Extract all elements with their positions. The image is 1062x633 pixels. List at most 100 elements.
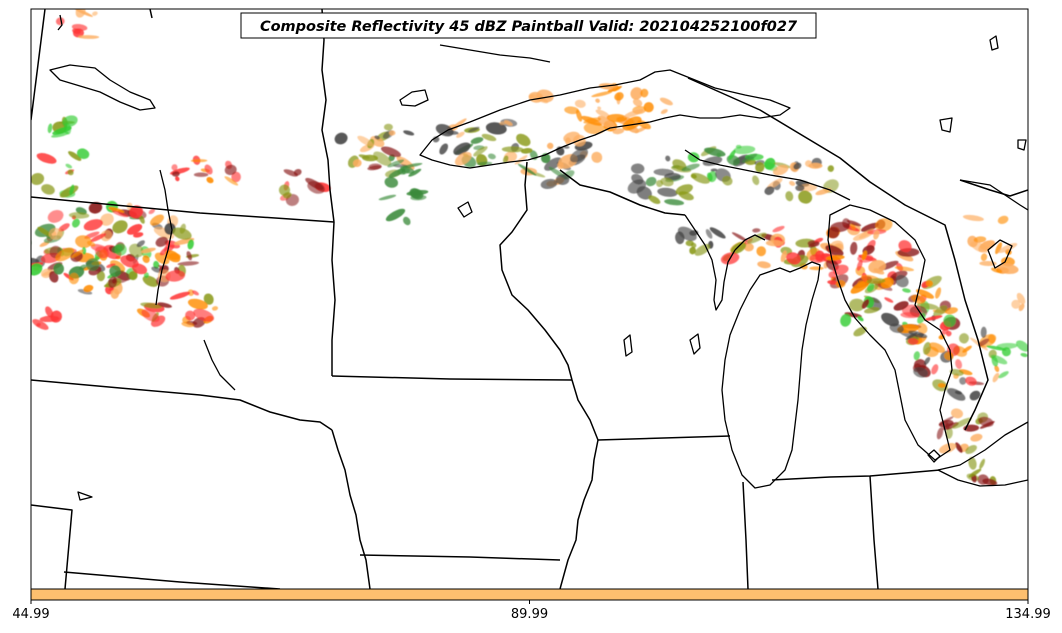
reflectivity-blob	[514, 155, 528, 165]
reflectivity-blob	[793, 162, 802, 170]
reflectivity-blob	[660, 177, 674, 187]
reflectivity-blob	[690, 172, 710, 184]
reflectivity-blob	[388, 168, 406, 178]
reflectivity-blob	[51, 131, 69, 138]
reflectivity-blob	[853, 326, 867, 337]
colorbar-tick-label-max: 134.99	[1005, 607, 1051, 622]
reflectivity-blob	[789, 180, 796, 186]
reflectivity-blob	[979, 421, 995, 429]
reflectivity-blob	[468, 126, 480, 133]
reflectivity-blob	[786, 252, 801, 265]
reflectivity-blob	[690, 242, 697, 248]
reflectivity-blob	[77, 289, 93, 295]
reflectivity-blob	[664, 199, 685, 206]
reflectivity-blob	[128, 271, 138, 281]
reflectivity-blob	[206, 176, 214, 184]
border-wi-il	[597, 435, 731, 441]
reflectivity-blob	[368, 163, 382, 170]
reflectivity-blob	[58, 223, 70, 232]
reflectivity-blob	[850, 241, 858, 255]
lake-huron	[827, 204, 953, 461]
reflectivity-blob	[815, 188, 832, 196]
reflectivity-blob	[52, 126, 72, 135]
reflectivity-blob	[403, 216, 411, 226]
reflectivity-blob	[86, 240, 96, 247]
reflectivity-blob	[968, 456, 977, 470]
reflectivity-blob	[204, 164, 213, 175]
reflectivity-blob	[1016, 292, 1026, 305]
reflectivity-blob	[630, 87, 643, 100]
lake-superior	[419, 69, 791, 169]
reflectivity-blob	[597, 115, 616, 130]
reflectivity-blob	[970, 433, 983, 442]
reflectivity-blob	[864, 307, 880, 314]
reflectivity-blob	[917, 322, 928, 334]
reflectivity-blob	[942, 422, 959, 431]
reflectivity-blob	[681, 163, 700, 172]
reflectivity-blob	[856, 259, 863, 271]
reflectivity-blob	[952, 417, 972, 429]
reflectivity-blob	[374, 135, 380, 140]
reflectivity-blob	[1001, 347, 1011, 357]
reflectivity-blob	[894, 266, 915, 272]
reflectivity-blob	[915, 336, 927, 345]
reflectivity-blob	[689, 246, 696, 255]
reflectivity-blob	[31, 172, 45, 186]
reflectivity-blob	[632, 98, 643, 107]
reflectivity-blob	[931, 364, 939, 375]
reflectivity-blob	[915, 289, 935, 299]
reflectivity-blob	[840, 313, 852, 327]
small-lake-8	[77, 491, 93, 501]
border-in-mi	[771, 469, 941, 481]
reflectivity-blob	[591, 151, 603, 163]
reflectivity-blob	[70, 249, 84, 258]
reflectivity-blob	[504, 120, 513, 126]
reflectivity-blob	[520, 148, 533, 154]
reflectivity-blob	[910, 294, 926, 304]
reflectivity-blob	[672, 159, 687, 171]
lake-erie	[937, 421, 1028, 487]
reflectivity-blob	[764, 157, 776, 170]
reflectivity-blob	[846, 220, 862, 227]
reflectivity-blob	[155, 236, 169, 247]
reflectivity-blob	[898, 240, 912, 253]
reflectivity-blob	[939, 442, 957, 454]
reflectivity-blob	[866, 283, 875, 292]
reflectivity-blob	[37, 226, 51, 237]
reflectivity-blob	[735, 144, 742, 149]
state-borders	[31, 9, 1028, 589]
reflectivity-blob	[502, 155, 509, 164]
reflectivity-blob	[47, 123, 53, 134]
reflectivity-blob	[722, 175, 733, 186]
reflectivity-blob	[996, 342, 1018, 350]
reflectivity-blob	[143, 272, 149, 278]
border-ia-mo	[359, 554, 561, 561]
reflectivity-blob	[772, 225, 785, 233]
reflectivity-blob	[31, 263, 43, 276]
lake-michigan	[721, 261, 821, 489]
reflectivity-blob	[148, 208, 156, 215]
reflectivity-blob	[962, 214, 984, 222]
reflectivity-blob	[153, 226, 175, 240]
reflectivity-blob	[907, 338, 919, 345]
map-title: Composite Reflectivity 45 dBZ Paintball …	[260, 19, 798, 35]
reflectivity-blob	[979, 458, 985, 469]
title-box: Composite Reflectivity 45 dBZ Paintball …	[240, 12, 817, 39]
border-mn-ia	[331, 375, 573, 381]
lake-st-clair	[927, 449, 941, 463]
reflectivity-blob	[990, 354, 1008, 365]
reflectivity-blob	[186, 251, 193, 261]
reflectivity-blob	[187, 239, 194, 250]
reflectivity-blob	[704, 147, 726, 157]
reflectivity-blob	[994, 365, 1000, 373]
reflectivity-blob	[86, 258, 100, 271]
reflectivity-blob	[283, 169, 298, 177]
reflectivity-blob	[516, 133, 531, 147]
reflectivity-blob	[555, 174, 570, 186]
colorbar-tick-label-min: 44.99	[12, 607, 50, 622]
reflectivity-blob	[955, 442, 963, 453]
reflectivity-blob	[875, 218, 893, 232]
reflectivity-blob	[358, 154, 370, 159]
reflectivity-blob	[172, 171, 180, 177]
reflectivity-blob	[278, 184, 291, 196]
